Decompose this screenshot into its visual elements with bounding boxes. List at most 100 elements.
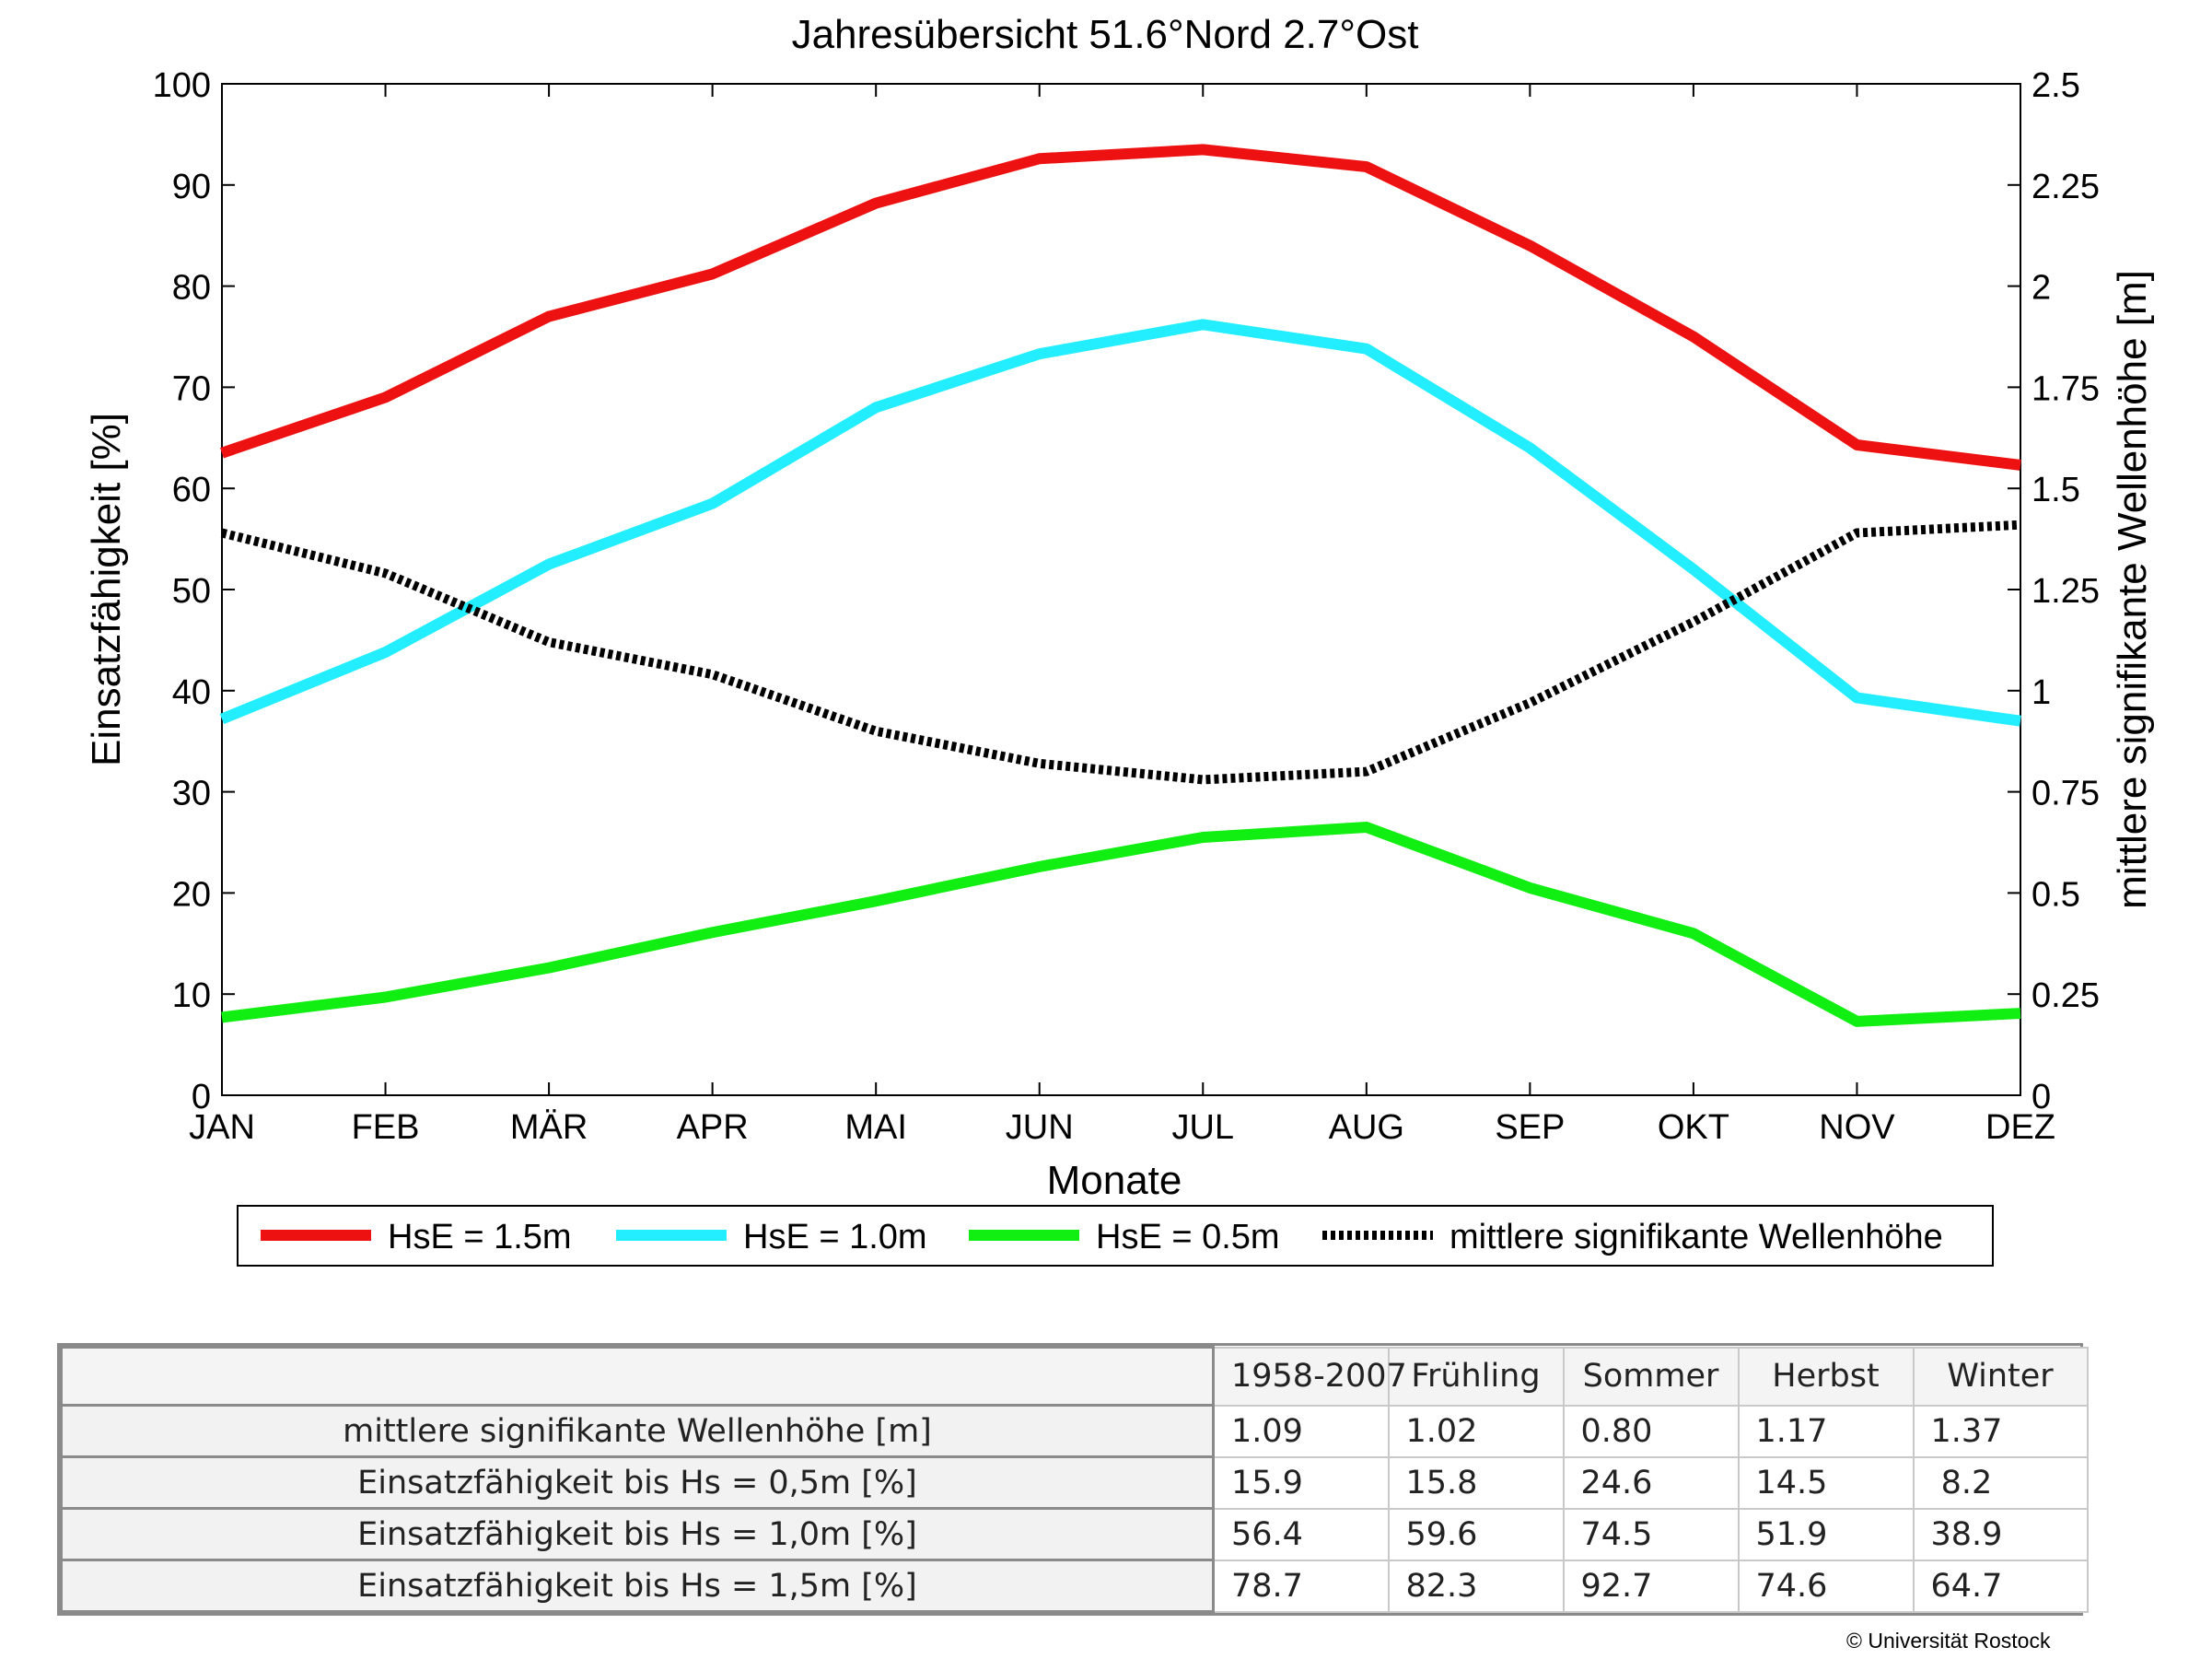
y-tick-labels-left: 0 10 20 30 40 50 60 70 80 90 100 bbox=[153, 66, 211, 1116]
data-point bbox=[712, 673, 714, 675]
x-axis-label: Monate bbox=[1047, 1158, 1182, 1203]
table-cell: 64.7 bbox=[1912, 1559, 2089, 1613]
x-tick-label: JUN bbox=[1006, 1108, 1074, 1147]
data-point bbox=[548, 316, 550, 318]
table-cell: 74.5 bbox=[1562, 1507, 1740, 1561]
y-tick-label-right: 0.5 bbox=[2032, 875, 2080, 914]
series-line-1 bbox=[219, 319, 2021, 727]
data-point bbox=[1202, 836, 1204, 838]
series-line-2 bbox=[221, 822, 2021, 1027]
table-header-row: 1958-2007 Frühling Sommer Herbst Winter bbox=[60, 1346, 2089, 1407]
series-line-0 bbox=[220, 144, 2021, 471]
table-row: Einsatzfähigkeit bis Hs = 0,5m [%] 15.9 … bbox=[60, 1455, 2089, 1510]
legend: HsE = 1.5m HsE = 1.0m HsE = 0.5m mittlere s… bbox=[261, 1218, 1943, 1256]
legend-label: mittlere signifikante Wellenhöhe bbox=[1449, 1218, 1943, 1256]
series-line-3 bbox=[220, 520, 2021, 785]
data-point bbox=[1693, 621, 1694, 623]
data-point bbox=[875, 203, 877, 204]
y-tick-label-left: 20 bbox=[172, 875, 211, 914]
data-point bbox=[2020, 524, 2021, 526]
data-point bbox=[1693, 336, 1694, 338]
data-point bbox=[712, 273, 714, 275]
y-tick-label-right: 2.25 bbox=[2032, 168, 2100, 206]
data-point bbox=[1039, 763, 1041, 765]
x-tick-label: NOV bbox=[1819, 1108, 1895, 1147]
x-tick-label: MÄR bbox=[510, 1108, 588, 1147]
data-point bbox=[221, 452, 223, 454]
y-tick-label-right: 1.75 bbox=[2032, 369, 2100, 408]
data-point bbox=[1366, 771, 1368, 773]
x-tick-labels: JAN FEB MÄR APR MAI JUN JUL AUG SEP OKT NOV DEZ bbox=[189, 1108, 2055, 1147]
data-point bbox=[875, 406, 877, 408]
column-header-autumn: Herbst bbox=[1737, 1346, 1915, 1407]
data-point bbox=[1366, 826, 1368, 828]
table-row: Einsatzfähigkeit bis Hs = 1,5m [%] 78.7 … bbox=[60, 1559, 2089, 1613]
y-tick-label-right: 2.5 bbox=[2032, 66, 2080, 105]
table-row: Einsatzfähigkeit bis Hs = 1,0m [%] 56.4 … bbox=[60, 1507, 2089, 1561]
data-point bbox=[221, 532, 223, 534]
y-tick-label-left: 40 bbox=[172, 673, 211, 712]
data-point bbox=[385, 572, 387, 574]
table-cell: 1.37 bbox=[1912, 1404, 2089, 1458]
data-point bbox=[548, 564, 550, 566]
data-point bbox=[385, 651, 387, 653]
data-point bbox=[1366, 348, 1368, 350]
data-point bbox=[221, 1016, 223, 1018]
data-point bbox=[2020, 720, 2021, 722]
data-point bbox=[712, 503, 714, 505]
row-label: Einsatzfähigkeit bis Hs = 1,5m [%] bbox=[60, 1559, 1215, 1613]
y-axis-label-left: Einsatzfähigkeit [%] bbox=[84, 413, 129, 766]
y-tick-label-right: 1 bbox=[2032, 673, 2051, 712]
data-point bbox=[385, 996, 387, 998]
table-cell: 14.5 bbox=[1737, 1455, 1915, 1510]
table-cell: 78.7 bbox=[1212, 1559, 1390, 1613]
data-point bbox=[875, 900, 877, 902]
table-corner bbox=[60, 1346, 1215, 1407]
data-point bbox=[1693, 568, 1694, 570]
x-tick-label: SEP bbox=[1495, 1108, 1565, 1147]
column-header-summer: Sommer bbox=[1562, 1346, 1740, 1407]
table-cell: 15.9 bbox=[1212, 1455, 1390, 1510]
x-tick-label: OKT bbox=[1658, 1108, 1729, 1147]
y-tick-label-right: 0.75 bbox=[2032, 775, 2100, 813]
y-axis-label-right: mittlere signifikante Wellenhöhe [m] bbox=[2110, 270, 2155, 909]
data-point bbox=[1202, 148, 1204, 150]
data-point bbox=[1202, 323, 1204, 325]
data-point bbox=[1529, 702, 1531, 704]
table-cell: 15.8 bbox=[1387, 1455, 1565, 1510]
legend-label: HsE = 0.5m bbox=[1096, 1218, 1280, 1256]
y-tick-labels-right: 0 0.25 0.5 0.75 1 1.25 1.5 1.75 2 2.25 2.5 bbox=[2032, 66, 2100, 1116]
x-tick-label: JAN bbox=[189, 1108, 255, 1147]
x-tick-label: MAI bbox=[844, 1108, 907, 1147]
legend-box bbox=[237, 1205, 1994, 1267]
table-cell: 1.09 bbox=[1212, 1404, 1390, 1458]
data-point bbox=[1039, 353, 1041, 355]
column-header-period: 1958-2007 bbox=[1212, 1346, 1407, 1407]
y-tick-label-right: 2 bbox=[2032, 269, 2051, 308]
data-point bbox=[1856, 532, 1857, 534]
data-point bbox=[1529, 887, 1531, 889]
data-point bbox=[2020, 1012, 2021, 1014]
chart: Jahresübersicht 51.6°Nord 2.7°Ost 010203… bbox=[84, 12, 2155, 1267]
y-tick-label-left: 30 bbox=[172, 775, 211, 813]
data-point bbox=[548, 641, 550, 643]
y-tick-label-left: 70 bbox=[172, 369, 211, 408]
data-point bbox=[1039, 158, 1041, 159]
data-point bbox=[1366, 166, 1368, 168]
y-tick-label-left: 100 bbox=[153, 66, 211, 105]
data-point bbox=[1856, 444, 1857, 446]
data-point bbox=[1856, 1021, 1857, 1022]
table-cell: 0.80 bbox=[1562, 1404, 1740, 1458]
y-tick-label-right: 0 bbox=[2032, 1078, 2051, 1116]
y-tick-label-left: 60 bbox=[172, 471, 211, 509]
row-label: Einsatzfähigkeit bis Hs = 1,0m [%] bbox=[60, 1507, 1215, 1561]
y-tick-label-right: 1.25 bbox=[2032, 572, 2100, 611]
legend-label: HsE = 1.5m bbox=[388, 1218, 572, 1256]
table-cell: 24.6 bbox=[1562, 1455, 1740, 1510]
table-cell: 8.2 bbox=[1912, 1455, 2089, 1510]
y-tick-label-left: 10 bbox=[172, 976, 211, 1015]
data-point bbox=[2020, 464, 2021, 466]
data-point bbox=[1693, 932, 1694, 934]
data-point bbox=[875, 730, 877, 732]
table-cell: 82.3 bbox=[1387, 1559, 1565, 1613]
